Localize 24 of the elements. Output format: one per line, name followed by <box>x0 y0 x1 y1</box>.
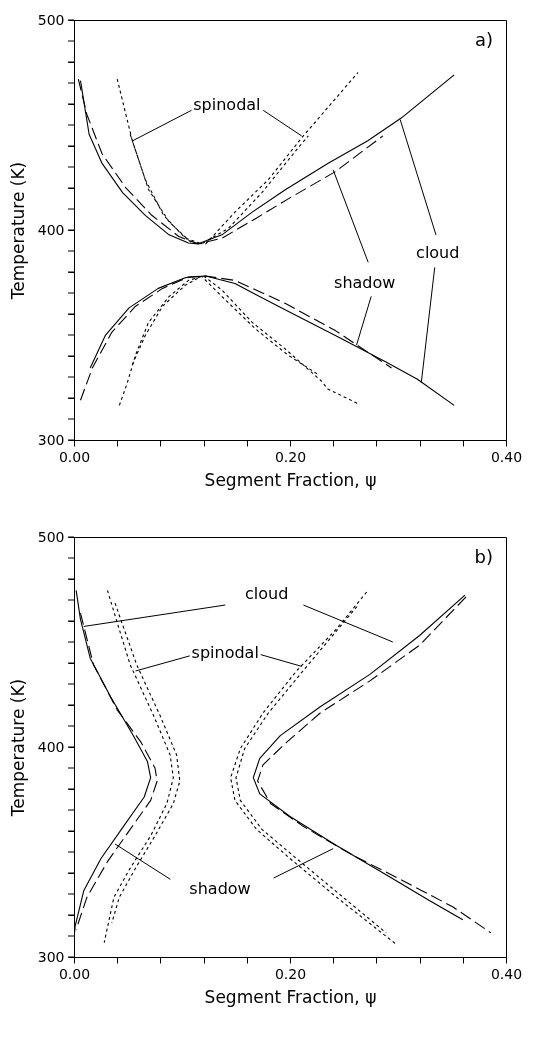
annotation: cloud <box>245 583 289 603</box>
y-tick-label: 400 <box>37 221 65 238</box>
y-tick-label: 400 <box>37 738 65 755</box>
annotation: spinodal <box>191 643 259 663</box>
y-tick-label: 500 <box>37 11 65 28</box>
x-tick-label: 0.00 <box>58 965 91 982</box>
annotation: shadow <box>334 273 396 293</box>
annotation: spinodal <box>193 94 261 114</box>
x-tick-label: 0.40 <box>490 448 523 465</box>
x-axis-title: Segment Fraction, ψ <box>204 986 377 1007</box>
y-tick-label: 300 <box>37 948 65 965</box>
y-axis-title: Temperature (K) <box>7 678 28 818</box>
annotation: a) <box>474 29 494 50</box>
x-tick-label: 0.20 <box>274 448 307 465</box>
x-tick-label: 0.20 <box>274 965 307 982</box>
y-tick-label: 300 <box>37 431 65 448</box>
y-axis-title: Temperature (K) <box>7 161 28 301</box>
x-axis-title: Segment Fraction, ψ <box>204 469 377 490</box>
annotation: b) <box>474 546 494 567</box>
annotation: shadow <box>189 878 251 898</box>
y-tick-label: 500 <box>37 528 65 545</box>
x-tick-label: 0.00 <box>58 448 91 465</box>
x-tick-label: 0.40 <box>490 965 523 982</box>
annotation: cloud <box>416 242 460 262</box>
